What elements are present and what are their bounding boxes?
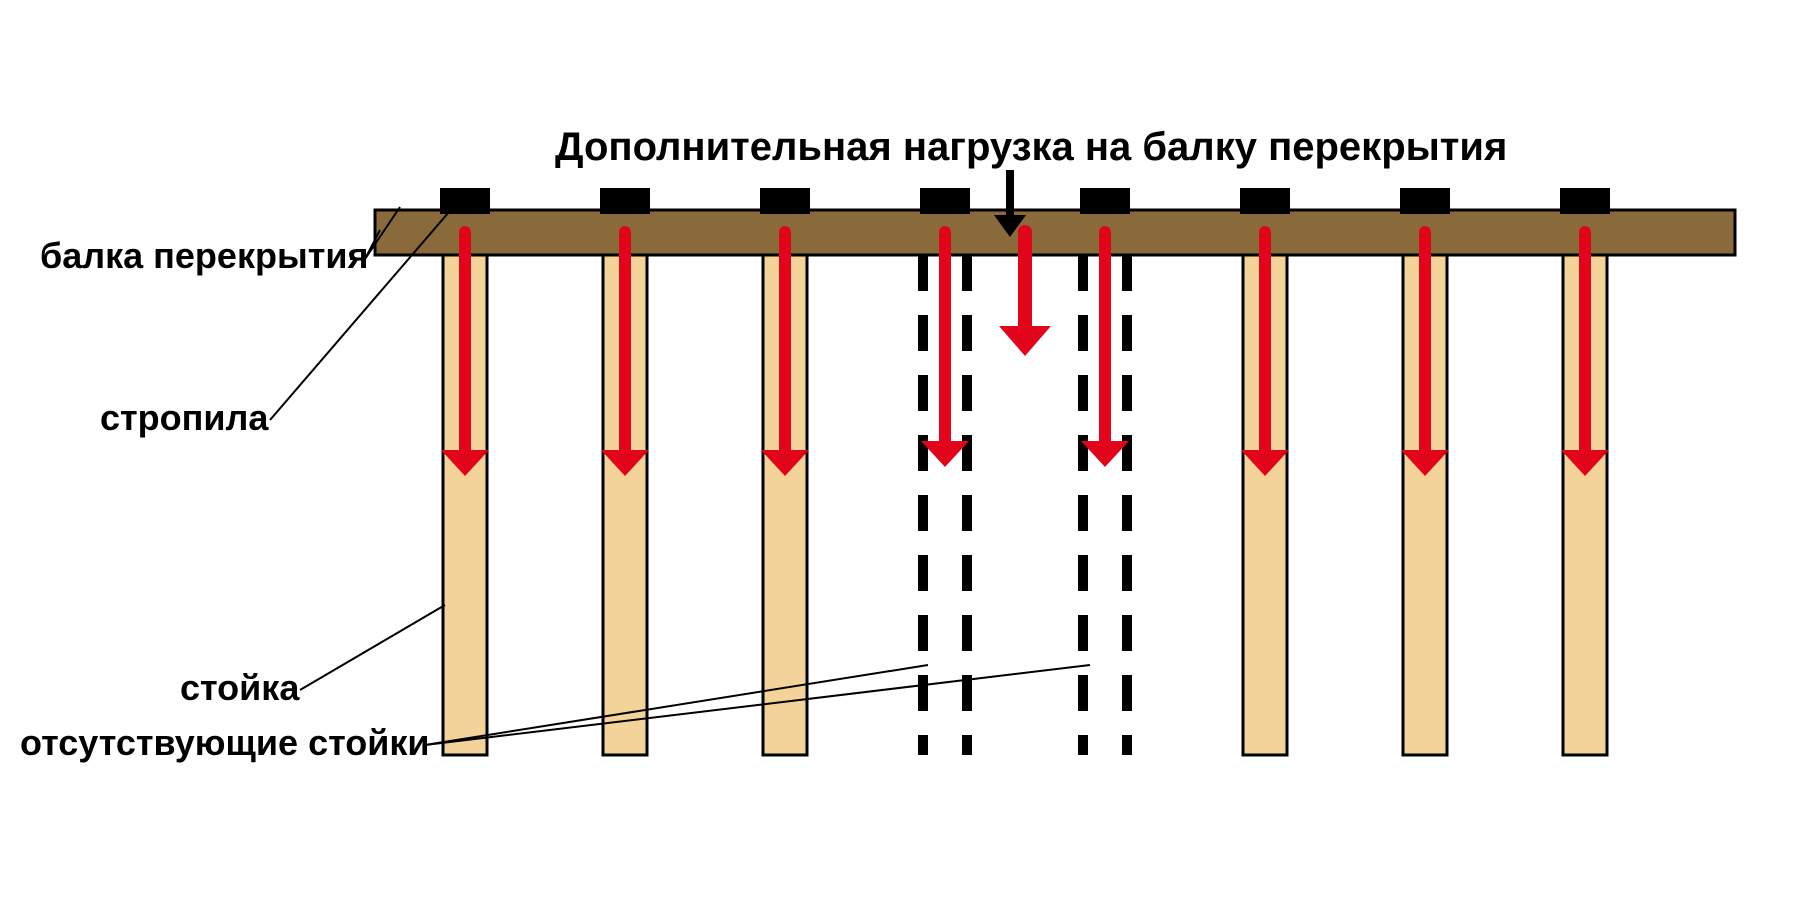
rafter-top — [920, 188, 970, 214]
beam-rect — [375, 210, 1735, 255]
rafter-top — [600, 188, 650, 214]
label-post: стойка — [180, 667, 300, 708]
rafter-top — [1400, 188, 1450, 214]
rafter-top — [440, 188, 490, 214]
rafter-top — [760, 188, 810, 214]
rafter-top — [1240, 188, 1290, 214]
label-beam: балка перекрытия — [40, 235, 368, 276]
rafter-top — [1080, 188, 1130, 214]
label-missing-posts: отсутствующие стойки — [20, 722, 430, 763]
label-rafters: стропила — [100, 397, 269, 438]
title-text: Дополнительная нагрузка на балку перекры… — [555, 125, 1507, 169]
rafter-top — [1560, 188, 1610, 214]
